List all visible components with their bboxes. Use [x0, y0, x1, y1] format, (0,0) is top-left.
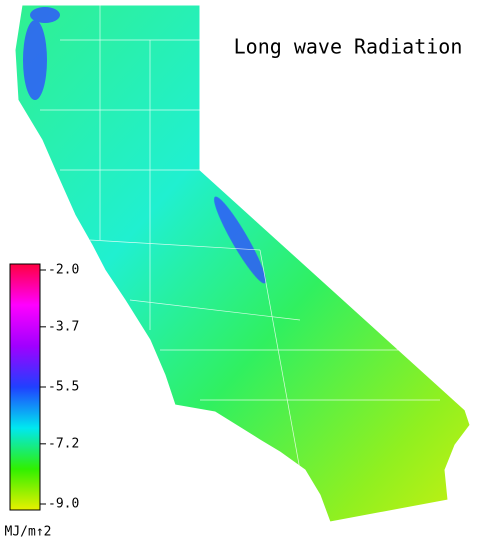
colorbar-tick-label: -3.7 — [48, 319, 79, 334]
colorbar-tick-label: -2.0 — [48, 263, 79, 278]
colorbar-tick-label: -9.0 — [48, 497, 79, 512]
colorbar-tick-label: -5.5 — [48, 380, 79, 395]
coast-range — [23, 20, 47, 100]
county-lines — [40, 5, 440, 471]
map-title: Long wave Radiation — [234, 35, 463, 59]
colorbar-unit: MJ/m↑2 — [5, 525, 52, 540]
colorbar-tick-label: -7.2 — [48, 436, 79, 451]
north-coast — [30, 7, 60, 23]
sierra-highlights — [23, 7, 266, 284]
california — [14, 4, 471, 523]
sierra-nevada — [214, 196, 266, 284]
colorbar — [9, 263, 41, 511]
